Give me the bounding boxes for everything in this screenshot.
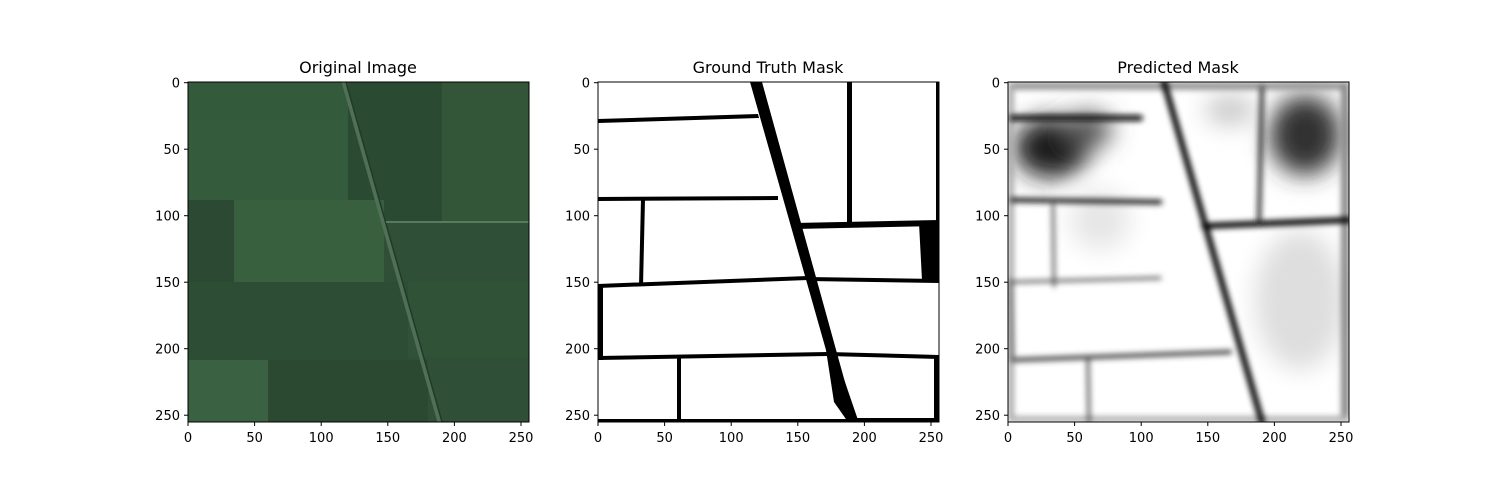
x-tick-label: 0 bbox=[1004, 431, 1012, 446]
y-tick-label: 150 bbox=[565, 276, 590, 291]
y-tick-label: 150 bbox=[155, 276, 180, 291]
axes-frame bbox=[597, 81, 940, 423]
panel-ground-truth-mask: Ground Truth Mask bbox=[565, 58, 943, 446]
panel-predicted-mask: Predicted Mask bbox=[975, 58, 1353, 446]
panel-title: Ground Truth Mask bbox=[693, 58, 845, 77]
y-tick-label: 50 bbox=[163, 143, 180, 158]
y-tick-label: 250 bbox=[565, 409, 590, 424]
x-tick-label: 50 bbox=[1066, 431, 1083, 446]
y-tick-label: 0 bbox=[992, 77, 1000, 92]
y-tick-label: 0 bbox=[582, 77, 590, 92]
y-tick-label: 100 bbox=[975, 210, 1000, 225]
y-tick-label: 250 bbox=[975, 409, 1000, 424]
panel-title: Original Image bbox=[299, 58, 417, 77]
y-tick-label: 200 bbox=[155, 343, 180, 358]
y-axis: 0 50 100 150 200 250 bbox=[565, 77, 598, 424]
x-tick-label: 100 bbox=[309, 431, 334, 446]
x-tick-label: 250 bbox=[509, 431, 534, 446]
x-tick-label: 100 bbox=[719, 431, 744, 446]
x-tick-label: 100 bbox=[1129, 431, 1154, 446]
x-tick-label: 50 bbox=[656, 431, 673, 446]
ground-truth-mask-image bbox=[598, 82, 939, 422]
x-tick-label: 0 bbox=[184, 431, 192, 446]
x-tick-label: 150 bbox=[375, 431, 400, 446]
y-tick-label: 0 bbox=[172, 77, 180, 92]
y-tick-label: 200 bbox=[975, 343, 1000, 358]
x-tick-label: 250 bbox=[1329, 431, 1354, 446]
y-tick-label: 200 bbox=[565, 343, 590, 358]
x-tick-label: 200 bbox=[442, 431, 467, 446]
y-axis: 0 50 100 150 200 250 bbox=[155, 77, 188, 424]
x-tick-label: 250 bbox=[919, 431, 944, 446]
axes-frame bbox=[1007, 81, 1350, 423]
y-axis: 0 50 100 150 200 250 bbox=[975, 77, 1008, 424]
x-axis: 0 50 100 150 200 250 bbox=[1004, 422, 1354, 446]
x-axis: 0 50 100 150 200 250 bbox=[184, 422, 534, 446]
predicted-mask-image bbox=[1008, 82, 1349, 422]
y-tick-label: 100 bbox=[155, 210, 180, 225]
y-tick-label: 250 bbox=[155, 409, 180, 424]
y-tick-label: 100 bbox=[565, 210, 590, 225]
x-tick-label: 200 bbox=[852, 431, 877, 446]
y-tick-label: 50 bbox=[573, 143, 590, 158]
panel-original-image: Original Image bbox=[155, 58, 533, 446]
x-axis: 0 50 100 150 200 250 bbox=[594, 422, 944, 446]
x-tick-label: 0 bbox=[594, 431, 602, 446]
y-tick-label: 150 bbox=[975, 276, 1000, 291]
satellite-image bbox=[188, 82, 529, 422]
axes-frame bbox=[187, 81, 530, 423]
y-tick-label: 50 bbox=[983, 143, 1000, 158]
x-tick-label: 150 bbox=[785, 431, 810, 446]
panel-title: Predicted Mask bbox=[1117, 58, 1239, 77]
x-tick-label: 50 bbox=[246, 431, 263, 446]
x-tick-label: 200 bbox=[1262, 431, 1287, 446]
x-tick-label: 150 bbox=[1195, 431, 1220, 446]
